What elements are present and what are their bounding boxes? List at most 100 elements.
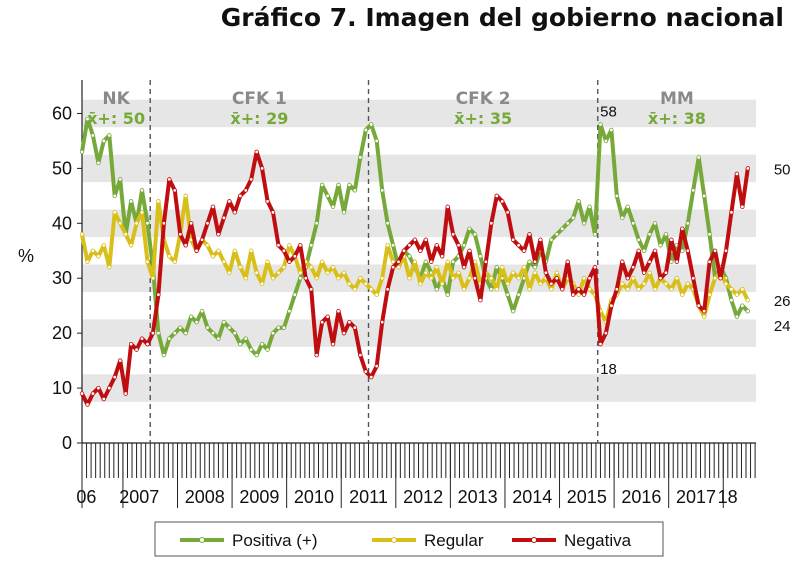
data-point: [276, 270, 281, 275]
data-point: [259, 341, 265, 347]
data-point: [248, 347, 254, 352]
data-point: [663, 281, 669, 286]
data-point: [483, 259, 489, 264]
data-point: [265, 347, 270, 352]
data-point: [723, 248, 729, 253]
data-point: [210, 254, 216, 259]
data-point: [188, 221, 194, 226]
data-point: [210, 330, 216, 336]
data-label: 58: [600, 103, 617, 120]
data-point: [139, 188, 145, 193]
data-point: [658, 243, 663, 248]
data-point: [450, 276, 456, 281]
data-point: [581, 292, 587, 297]
x-year-label: 2016: [621, 487, 661, 507]
data-point: [205, 221, 210, 226]
data-point: [287, 308, 292, 314]
data-point: [631, 221, 636, 226]
data-point: [707, 259, 712, 264]
data-point: [461, 265, 467, 270]
data-point: [478, 298, 483, 303]
data-point: [85, 259, 90, 264]
data-point: [341, 270, 347, 275]
data-point: [445, 259, 450, 264]
y-tick-label: 60: [52, 103, 72, 123]
data-point: [379, 319, 385, 325]
data-point: [439, 254, 445, 259]
data-point: [674, 259, 680, 264]
data-point: [112, 210, 117, 215]
data-point: [445, 204, 450, 210]
data-point: [691, 188, 696, 193]
data-point: [85, 402, 90, 407]
data-point: [565, 259, 570, 264]
data-point: [281, 265, 287, 270]
annotations: 58 18 50 26 24: [600, 103, 790, 378]
data-point: [532, 265, 538, 270]
data-point: [336, 276, 341, 281]
data-point: [309, 243, 314, 248]
data-point: [456, 243, 461, 248]
data-point: [188, 314, 194, 319]
period-mean: x̄+: 50: [87, 109, 145, 128]
data-point: [396, 259, 401, 264]
data-point: [740, 303, 745, 308]
data-point: [412, 237, 418, 242]
data-point: [216, 248, 221, 253]
data-point: [581, 276, 587, 281]
data-point: [603, 330, 609, 336]
legend-marker: [531, 537, 537, 543]
data-point: [620, 215, 625, 221]
data-point: [319, 319, 325, 325]
period-mean: x̄+: 35: [454, 109, 512, 128]
data-point: [658, 276, 663, 281]
period-labels: NKx̄+: 50 CFK 1x̄+: 29 CFK 2x̄+: 35 MMx̄+: …: [87, 89, 706, 128]
data-point: [527, 259, 532, 264]
data-point: [85, 116, 90, 122]
data-point: [489, 287, 494, 292]
data-point: [385, 287, 390, 292]
data-point: [554, 270, 560, 275]
data-point: [79, 391, 85, 396]
x-year-label: 2011: [349, 487, 388, 507]
data-point: [609, 127, 614, 133]
data-point: [674, 276, 680, 281]
data-point: [205, 325, 210, 330]
data-point: [325, 314, 330, 319]
data-point: [538, 237, 543, 242]
data-point: [216, 336, 221, 341]
data-point: [183, 243, 188, 248]
data-point: [330, 341, 336, 347]
data-point: [325, 193, 330, 199]
chart-title: Gráfico 7. Imagen del gobierno nacional: [221, 3, 784, 32]
x-year-label: 2012: [403, 487, 443, 507]
axes: 0 10 20 30 40 50 60% 06 2007 2008 2009 2010 2011 2012…: [18, 80, 756, 508]
data-point: [685, 248, 690, 253]
data-point: [292, 254, 298, 259]
data-point: [276, 325, 281, 330]
data-point: [199, 237, 205, 242]
x-year-label: 2017: [676, 487, 716, 507]
data-point: [439, 281, 445, 286]
data-point: [298, 276, 303, 281]
data-point: [248, 248, 254, 253]
data-point: [669, 287, 674, 292]
data-point: [374, 363, 379, 369]
data-point: [401, 248, 407, 253]
data-point: [347, 182, 352, 188]
data-point: [194, 248, 199, 253]
data-point: [745, 166, 751, 171]
data-point: [570, 215, 576, 221]
data-point: [467, 226, 472, 231]
legend: Positiva (+) Regular Negativa: [154, 521, 664, 557]
data-point: [505, 292, 510, 297]
data-point: [358, 276, 363, 281]
data-point: [691, 276, 696, 281]
data-point: [216, 232, 221, 237]
data-point: [145, 259, 150, 264]
data-point: [369, 374, 374, 380]
data-point: [647, 270, 652, 275]
data-point: [270, 210, 276, 215]
data-point: [472, 276, 478, 281]
data-point: [309, 287, 314, 292]
